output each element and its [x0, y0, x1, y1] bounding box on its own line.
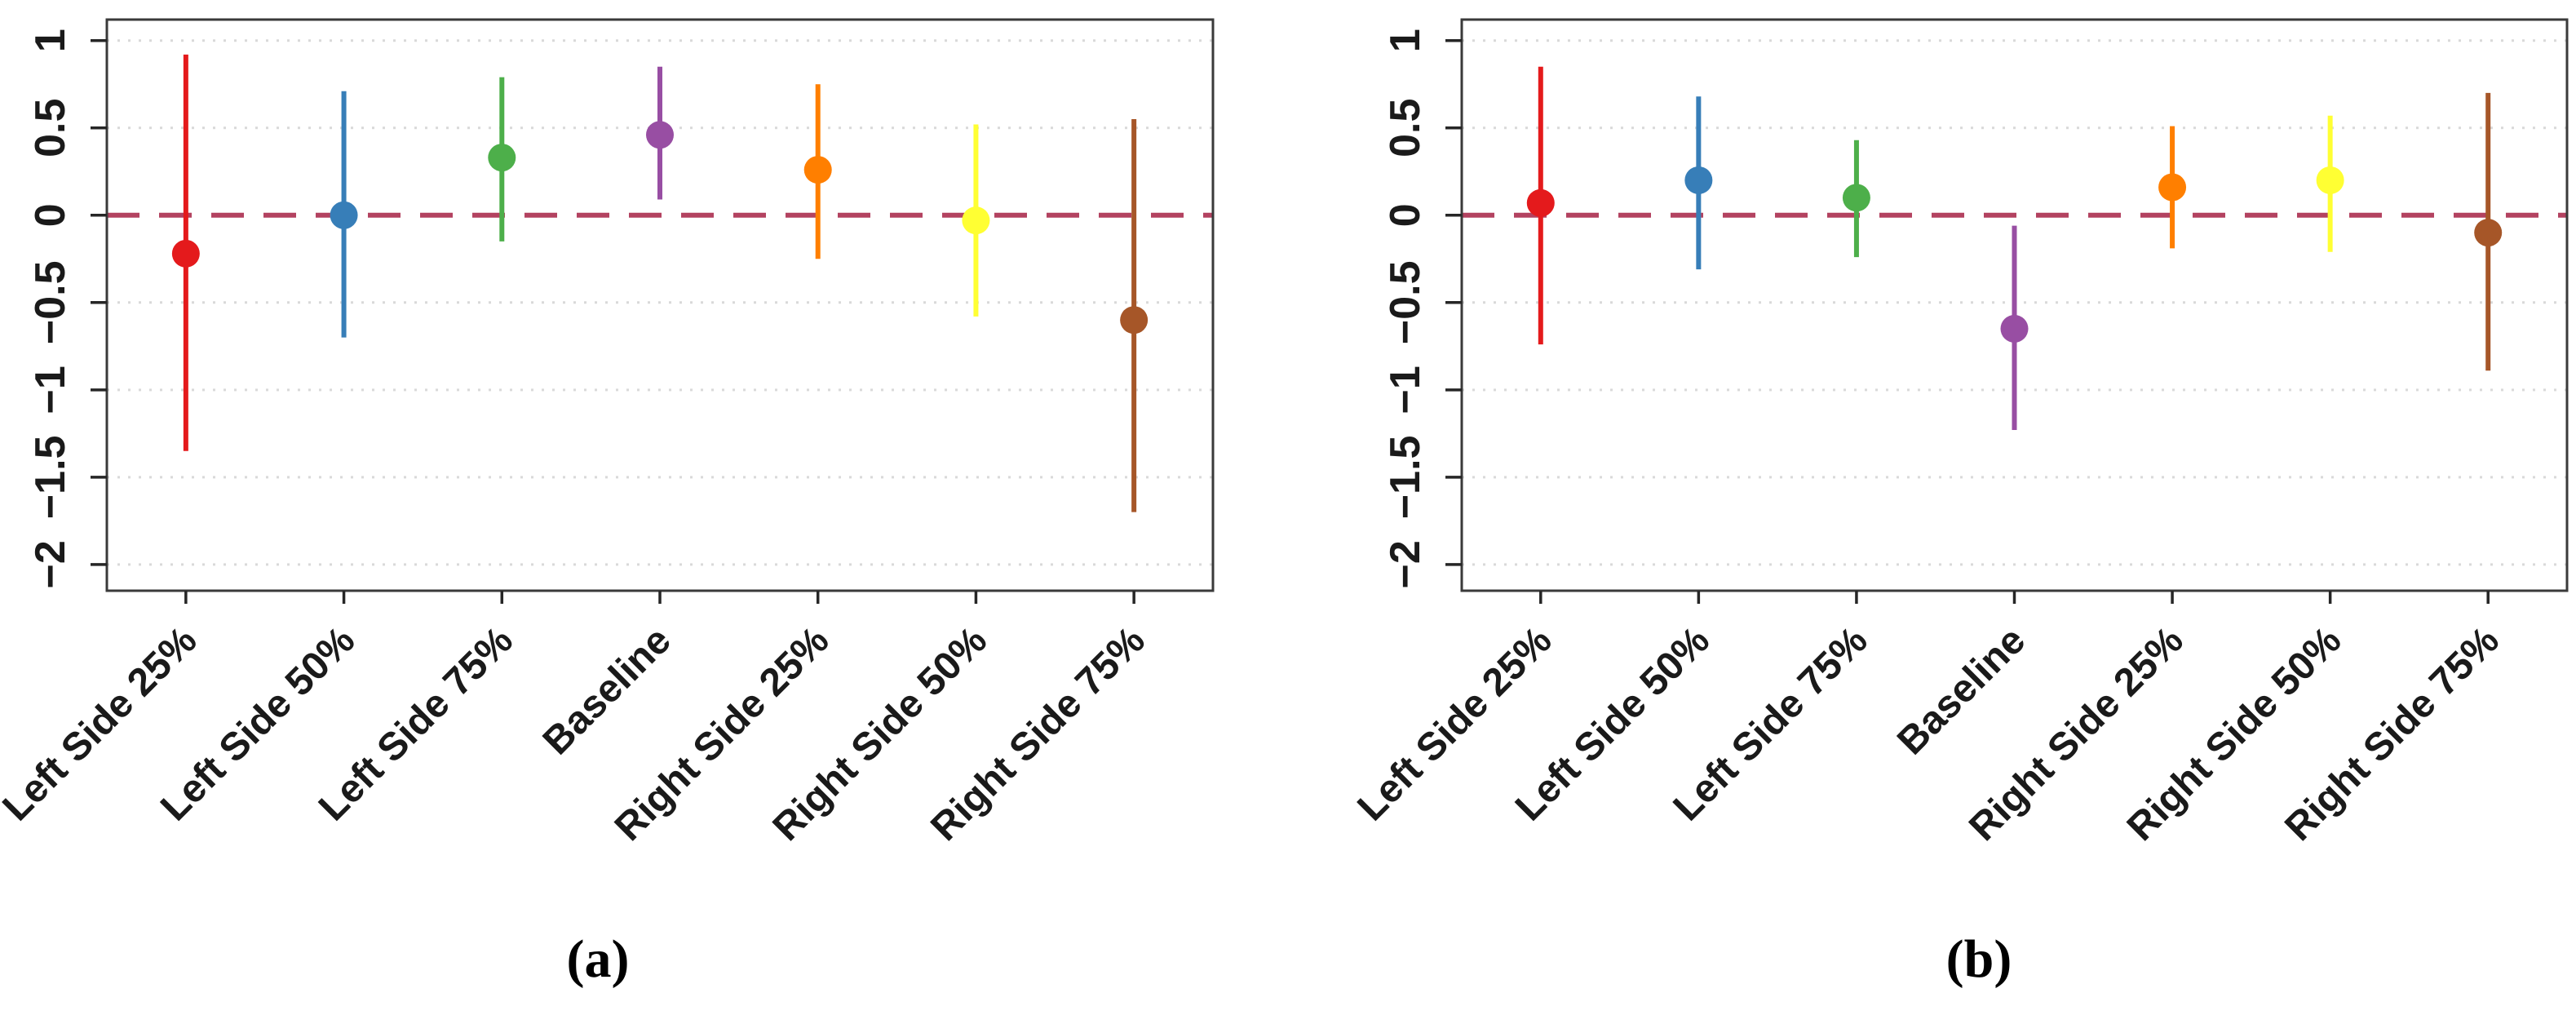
point-right-side-75	[2474, 219, 2503, 247]
y-tick-label-1: −1	[1382, 366, 1429, 414]
y-tick-label-0-5: 0.5	[27, 99, 74, 157]
y-tick-label-2: −2	[27, 540, 74, 588]
x-label-baseline: Baseline	[535, 618, 679, 763]
y-tick-label-0-5: 0.5	[1382, 99, 1429, 157]
y-tick-label-1: 1	[1382, 29, 1429, 52]
point-left-side-25	[171, 239, 200, 268]
point-right-side-25	[2158, 173, 2187, 202]
point-right-side-75	[1120, 306, 1149, 335]
point-right-side-50	[962, 206, 990, 235]
point-left-side-50	[1684, 166, 1713, 194]
point-left-side-25	[1526, 188, 1555, 217]
point-left-side-75	[1842, 184, 1870, 212]
x-label-baseline: Baseline	[1889, 618, 2034, 763]
point-baseline	[2000, 314, 2029, 343]
panel-a-caption: (a)	[566, 929, 630, 989]
point-left-side-75	[488, 144, 516, 172]
y-tick-label-0-5: −0.5	[27, 260, 74, 344]
point-right-side-25	[803, 156, 832, 184]
y-tick-label-1-5: −1.5	[27, 436, 74, 520]
y-tick-label-2: −2	[1382, 540, 1429, 588]
point-left-side-50	[330, 201, 358, 229]
y-tick-label-0-5: −0.5	[1382, 260, 1429, 344]
y-tick-label-1-5: −1.5	[1382, 436, 1429, 520]
point-baseline	[646, 121, 674, 149]
y-tick-label-1: 1	[27, 29, 74, 52]
y-tick-label-1: −1	[27, 366, 74, 414]
point-right-side-50	[2316, 166, 2344, 194]
y-tick-label-0: 0	[27, 203, 74, 227]
y-tick-label-0: 0	[1382, 203, 1429, 227]
panel-b-caption: (b)	[1945, 929, 2012, 989]
